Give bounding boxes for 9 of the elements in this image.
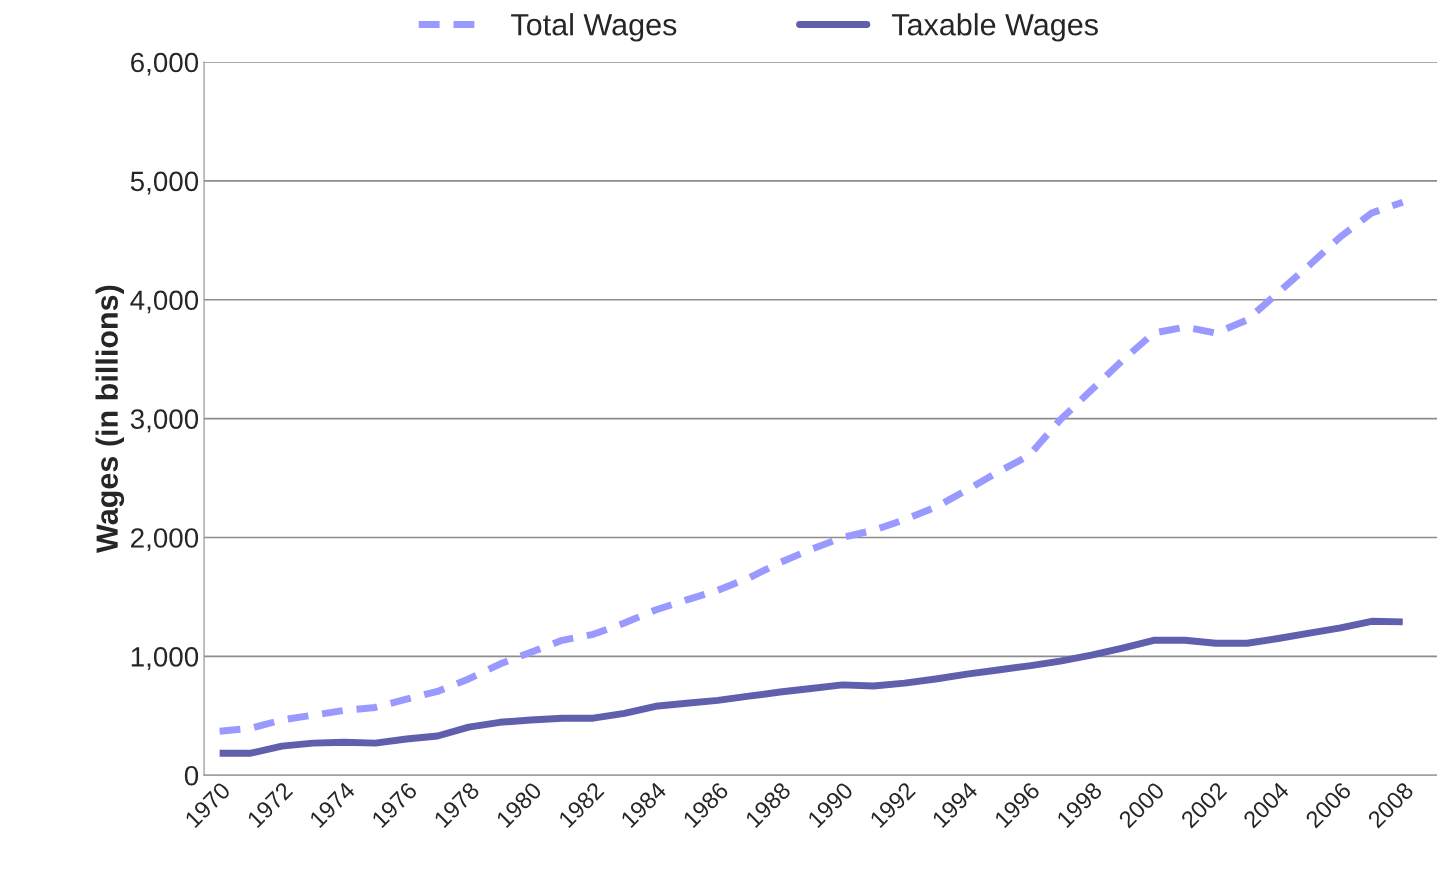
y-tick-label: 4,000 [130, 290, 199, 314]
y-tick-label: 5,000 [130, 171, 199, 195]
legend-label: Total Wages [511, 13, 677, 42]
y-axis-title: Wages (in billions) [95, 285, 125, 553]
y-tick-label: 6,000 [131, 52, 199, 76]
y-tick-label: 2,000 [131, 528, 199, 552]
y-tick-label: 3,000 [130, 409, 199, 433]
legend-label: Taxable Wages [891, 13, 1098, 42]
y-tick-label: 1,000 [131, 647, 199, 670]
